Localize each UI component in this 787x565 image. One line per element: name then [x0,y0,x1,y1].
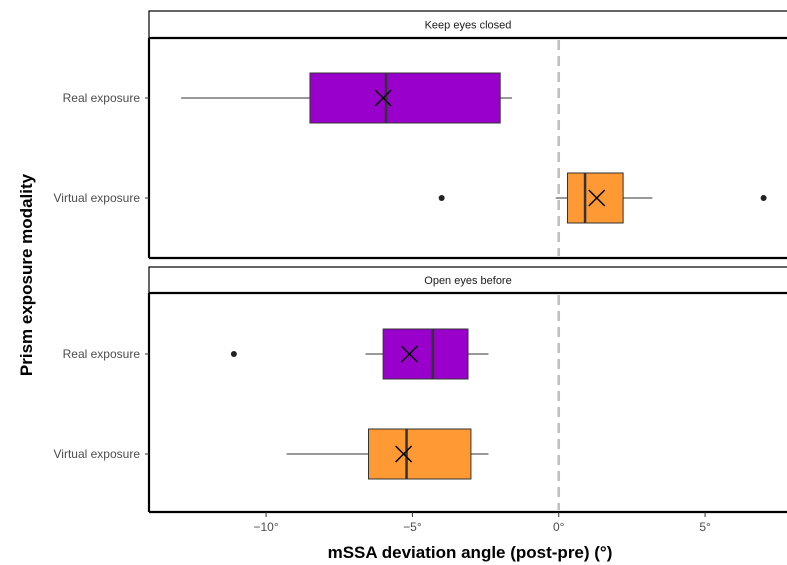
mean-marker-b [395,445,413,463]
y-tick-label: Virtual exposure [54,447,141,461]
box-real-exposure: Real exposure [63,328,489,380]
outlier-point [438,195,445,201]
outlier-point [230,351,237,357]
x-tick-label: 0° [553,520,565,534]
x-axis: −10° −5° 0° 5° [253,512,711,534]
facet-strip [148,10,787,39]
x-tick-label: −5° [403,520,422,534]
mean-marker-b [400,345,418,363]
facet-panel-1: Keep eyes closed Real exposure Virtual exp… [54,10,787,260]
box-virtual-exposure: Virtual exposure [54,428,489,480]
x-tick-label: 5° [699,520,711,534]
x-axis-title: mSSA deviation angle (post-pre) (°) [328,543,613,562]
box-iqr [367,428,472,480]
box-iqr [309,72,501,124]
mean-marker-b [374,89,392,107]
box-iqr [567,172,624,224]
box-real-exposure: Real exposure [63,72,512,124]
facet-panel-2: Open eyes before Real exposure Virtual exp… [54,266,787,514]
y-tick-label: Real exposure [63,347,141,361]
y-axis-title: Prism exposure modality [17,173,36,376]
facet-title: Keep eyes closed [425,20,512,32]
y-tick-label: Virtual exposure [54,191,141,205]
box-iqr [382,328,469,380]
facet-title: Open eyes before [424,275,511,287]
facet-strip [148,266,787,294]
mean-marker-b [588,189,606,207]
x-tick-label: −10° [253,520,278,534]
panels-layer: Keep eyes closed Real exposure Virtual exp… [54,10,787,514]
y-tick-label: Real exposure [63,91,141,105]
box-virtual-exposure: Virtual exposure [54,172,767,224]
outlier-point [760,195,767,201]
